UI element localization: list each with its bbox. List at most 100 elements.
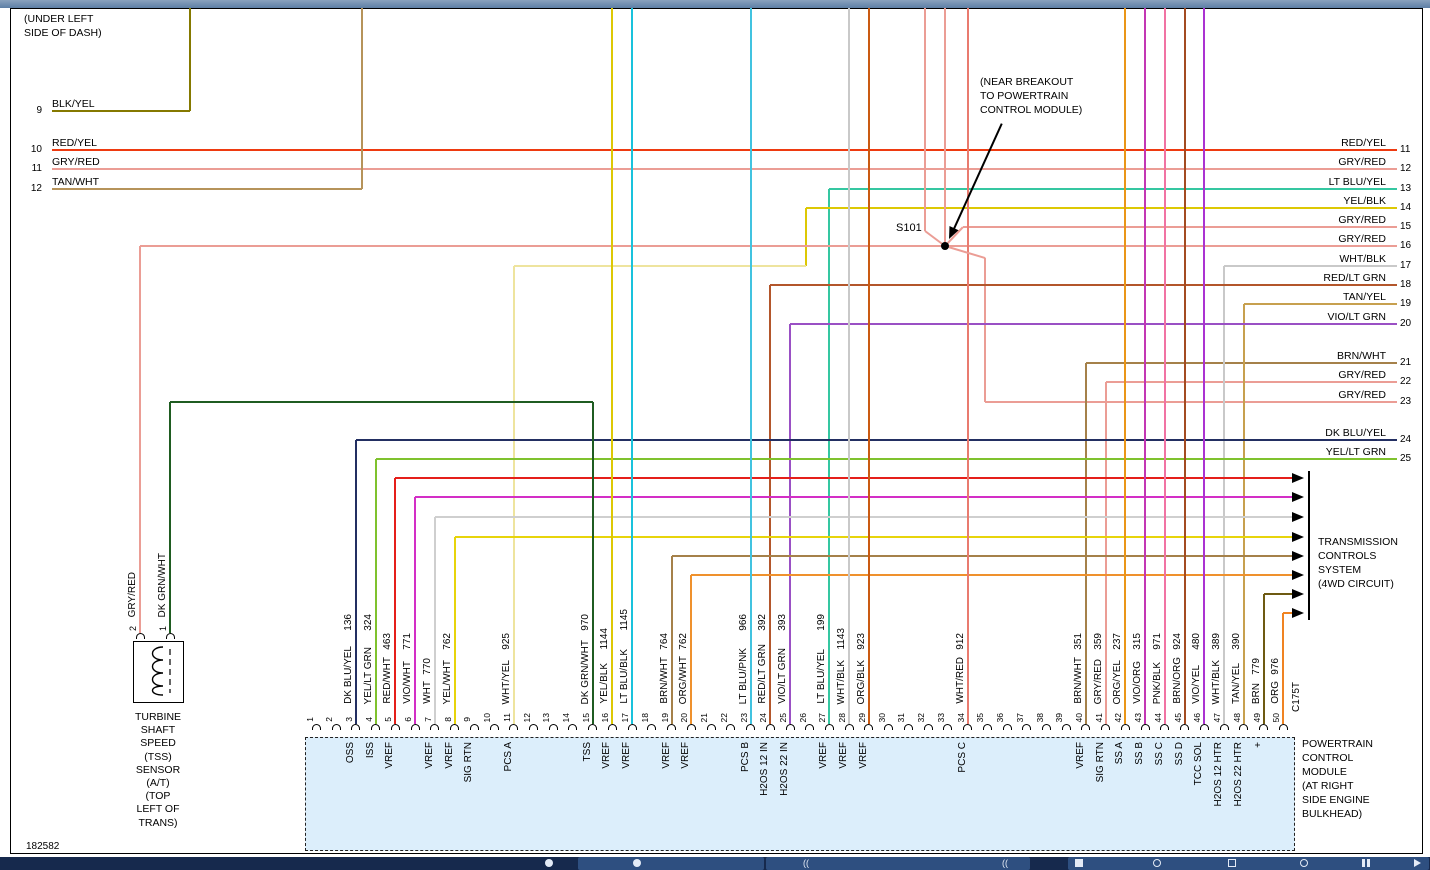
pin-terminal-icon bbox=[884, 724, 894, 730]
pin-number: 9 bbox=[462, 717, 473, 722]
wire-color-label: YEL/LT GRN bbox=[362, 646, 374, 704]
pin-terminal-icon bbox=[706, 724, 716, 730]
pin-number: 21 bbox=[699, 712, 710, 722]
pin-number: 34 bbox=[955, 712, 966, 722]
wire-color-label: WHT/BLK bbox=[836, 659, 848, 704]
right-wire-color-label: RED/YEL bbox=[1341, 137, 1386, 149]
taskbar-button[interactable] bbox=[1068, 857, 1429, 870]
pin-terminal-icon bbox=[489, 724, 499, 730]
pin-function-label: VREF bbox=[660, 742, 672, 769]
pin-number: 4 bbox=[363, 717, 374, 722]
pin-number: 42 bbox=[1113, 712, 1124, 722]
pin-terminal-icon bbox=[1081, 724, 1091, 730]
wire-number-label: 966 bbox=[737, 614, 749, 631]
pin-function-label: SIG RTN bbox=[1094, 742, 1106, 783]
taskbar[interactable]: (( (( bbox=[0, 857, 1430, 870]
window-icon[interactable] bbox=[1075, 859, 1083, 867]
pin-terminal-icon bbox=[686, 724, 696, 730]
sensor-pin-number: 1 bbox=[158, 625, 168, 631]
wire-brn-wht bbox=[670, 556, 673, 724]
dash-location-note-line: SIDE OF DASH) bbox=[24, 26, 102, 39]
clock-icon[interactable] bbox=[1153, 859, 1161, 867]
pin-terminal-icon bbox=[943, 724, 953, 730]
wire-org-wht bbox=[690, 575, 693, 724]
pin-terminal-icon bbox=[765, 724, 775, 730]
wire-color-label: RED/LT GRN bbox=[757, 644, 769, 704]
sensor-wire-color-label: GRY/RED bbox=[127, 571, 138, 617]
pin-function-label: H2OS 12 HTR bbox=[1213, 742, 1225, 807]
pin-terminal-icon bbox=[982, 724, 992, 730]
notification-icon[interactable] bbox=[1414, 859, 1421, 867]
pin-function-label: VREF bbox=[1074, 742, 1086, 769]
pin-terminal-icon bbox=[450, 724, 460, 730]
wire-wht-yel bbox=[512, 266, 515, 724]
pin-function-label: TCC SOL bbox=[1193, 742, 1205, 786]
right-pin-number: 11 bbox=[1400, 144, 1411, 155]
taskbar-button[interactable] bbox=[578, 857, 764, 870]
wire-pnk-blk bbox=[1163, 8, 1166, 724]
sensor-caption-line: SPEED bbox=[140, 737, 176, 750]
tray-icon-2[interactable] bbox=[1300, 859, 1308, 867]
pin-number: 43 bbox=[1133, 712, 1144, 722]
chat-app-icon[interactable]: (( bbox=[1002, 858, 1008, 868]
pin-function-label: VREF bbox=[384, 742, 396, 769]
wire-red-yel bbox=[52, 149, 1397, 151]
wire-number-label: 762 bbox=[441, 633, 453, 650]
wire-color-label: BRN/WHT bbox=[1072, 657, 1084, 704]
right-pin-number: 15 bbox=[1400, 221, 1412, 232]
right-pin-number: 17 bbox=[1400, 260, 1412, 271]
pin-function-label: OSS bbox=[344, 742, 356, 764]
left-pin-number: 10 bbox=[30, 144, 42, 155]
start-icon[interactable] bbox=[545, 859, 553, 867]
pause-icon[interactable] bbox=[1362, 859, 1365, 867]
wire-number-label: 393 bbox=[777, 614, 789, 631]
wire-dk-grn-wht bbox=[591, 402, 594, 724]
taskbar-button[interactable] bbox=[766, 857, 1030, 870]
pin-number: 20 bbox=[679, 712, 690, 722]
pin-terminal-icon bbox=[1061, 724, 1071, 730]
wire-number-label: 1145 bbox=[619, 609, 631, 631]
pin-number: 35 bbox=[975, 712, 986, 722]
wire-number-label: 359 bbox=[1092, 633, 1104, 650]
pin-number: 12 bbox=[521, 712, 532, 722]
pin-number: 48 bbox=[1231, 712, 1242, 722]
tcs-caption-line: TRANSMISSION bbox=[1318, 536, 1398, 548]
pin-terminal-icon bbox=[410, 724, 420, 730]
pin-function-label: PCS B bbox=[739, 742, 751, 773]
right-pin-number: 18 bbox=[1400, 279, 1412, 290]
right-pin-number: 14 bbox=[1400, 202, 1412, 213]
annotation-arrow-icon bbox=[944, 226, 959, 242]
pin-function-label: + bbox=[1252, 742, 1264, 748]
right-wire-color-label: DK BLU/YEL bbox=[1325, 427, 1386, 439]
pin-number: 15 bbox=[580, 712, 591, 722]
pin-function-label: VREF bbox=[621, 742, 633, 769]
pin-terminal-icon bbox=[430, 724, 440, 730]
wire-vio-lt-grn bbox=[789, 324, 792, 724]
pin-function-label: VREF bbox=[680, 742, 692, 769]
wire-color-label: ORG/YEL bbox=[1112, 659, 1124, 704]
wire-yel-blk bbox=[611, 8, 614, 724]
pin-terminal-icon bbox=[1180, 724, 1190, 730]
pin-function-label: H2OS 22 IN bbox=[779, 742, 791, 796]
pin-function-label: TSS bbox=[581, 742, 593, 762]
pin-terminal-icon bbox=[923, 724, 933, 730]
pin-function-label: SIG RTN bbox=[463, 742, 475, 783]
wire-wht-red bbox=[966, 8, 969, 724]
splice-label: S101 bbox=[896, 222, 922, 234]
pin-number: 17 bbox=[620, 712, 631, 722]
pin-terminal-icon bbox=[371, 724, 381, 730]
pin-function-label: VREF bbox=[857, 742, 869, 769]
right-pin-number: 24 bbox=[1400, 434, 1412, 445]
wire-number-label: 762 bbox=[678, 633, 690, 650]
pin-terminal-icon bbox=[746, 724, 756, 730]
pin-function-label: PCS C bbox=[956, 742, 968, 773]
media-app-icon[interactable]: (( bbox=[803, 858, 809, 868]
pin-number: 47 bbox=[1212, 712, 1223, 722]
wire-org-wht bbox=[691, 574, 1292, 576]
sensor-caption-line: (A/T) bbox=[146, 777, 170, 789]
pin-terminal-icon bbox=[627, 724, 637, 730]
tray-icon[interactable] bbox=[1228, 859, 1236, 867]
app-icon[interactable] bbox=[633, 859, 641, 867]
pin-terminal-icon bbox=[805, 724, 815, 730]
